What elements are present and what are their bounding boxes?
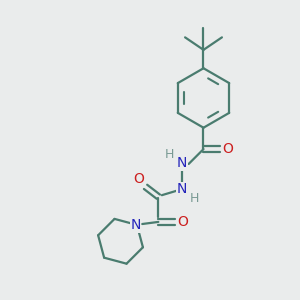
Text: N: N	[177, 182, 187, 196]
Text: N: N	[130, 218, 141, 232]
Text: O: O	[177, 215, 188, 229]
Text: O: O	[133, 172, 144, 186]
Text: N: N	[177, 156, 187, 170]
Text: H: H	[165, 148, 174, 161]
Text: O: O	[222, 142, 233, 156]
Text: H: H	[190, 192, 199, 205]
